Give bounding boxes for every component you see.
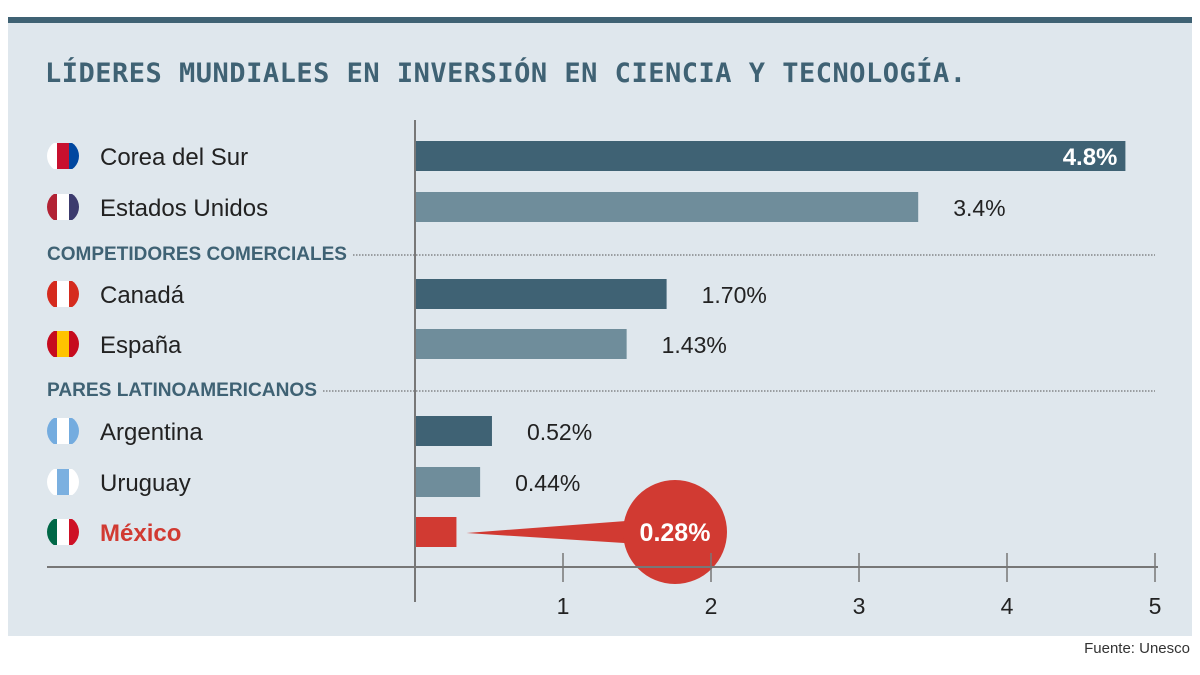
group-label: COMPETIDORES COMERCIALES bbox=[47, 244, 347, 265]
x-tick-label: 1 bbox=[557, 593, 570, 619]
country-label: México bbox=[100, 520, 181, 547]
value-label: 3.4% bbox=[953, 195, 1005, 221]
bar-uruguay bbox=[415, 467, 481, 497]
bar-estados-unidos bbox=[415, 192, 919, 222]
bar-españa bbox=[415, 329, 627, 359]
top-rule bbox=[8, 17, 1192, 23]
x-tick-label: 4 bbox=[1001, 593, 1014, 619]
country-label: Argentina bbox=[100, 419, 203, 446]
value-label: 4.8% bbox=[1063, 144, 1118, 171]
canada-flag-icon bbox=[47, 281, 79, 307]
value-label: 0.44% bbox=[515, 470, 580, 496]
value-label: 1.70% bbox=[702, 282, 767, 308]
x-tick-label: 5 bbox=[1149, 593, 1162, 619]
bar-canadá bbox=[415, 279, 667, 309]
country-label: Canadá bbox=[100, 282, 185, 309]
bar-méxico bbox=[415, 517, 457, 547]
country-label: España bbox=[100, 332, 182, 359]
callout-bubble bbox=[623, 480, 727, 584]
argentina-flag-icon bbox=[47, 418, 79, 444]
bar-corea-del-sur bbox=[415, 141, 1126, 171]
value-label: 1.43% bbox=[662, 332, 727, 358]
spain-flag-icon bbox=[47, 331, 79, 357]
x-tick-label: 3 bbox=[853, 593, 866, 619]
country-label: Uruguay bbox=[100, 470, 191, 497]
x-tick-label: 2 bbox=[705, 593, 718, 619]
south-korea-flag-icon bbox=[47, 143, 79, 169]
callout-pointer bbox=[466, 520, 640, 544]
country-label: Corea del Sur bbox=[100, 144, 248, 171]
mexico-flag-icon bbox=[47, 519, 79, 545]
value-label: 0.52% bbox=[527, 419, 592, 445]
usa-flag-icon bbox=[47, 194, 79, 220]
uruguay-flag-icon bbox=[47, 469, 79, 495]
country-label: Estados Unidos bbox=[100, 195, 268, 222]
bar-argentina bbox=[415, 416, 492, 446]
value-label: 0.28% bbox=[640, 519, 711, 547]
source-note: Fuente: Unesco bbox=[1084, 640, 1190, 657]
chart-title: LÍDERES MUNDIALES EN INVERSIÓN EN CIENCI… bbox=[45, 58, 967, 89]
group-label: PARES LATINOAMERICANOS bbox=[47, 380, 317, 401]
